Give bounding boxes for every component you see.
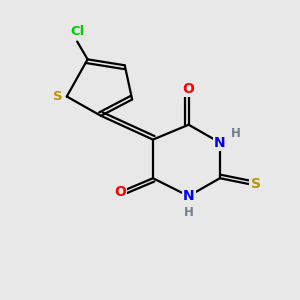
- Text: N: N: [214, 136, 226, 150]
- Text: O: O: [114, 184, 126, 199]
- Text: S: S: [53, 90, 63, 103]
- Text: Cl: Cl: [70, 25, 84, 38]
- Text: S: S: [250, 177, 260, 191]
- Text: N: N: [183, 189, 194, 203]
- Text: H: H: [231, 127, 241, 140]
- Text: O: O: [183, 82, 195, 96]
- Text: H: H: [184, 206, 194, 219]
